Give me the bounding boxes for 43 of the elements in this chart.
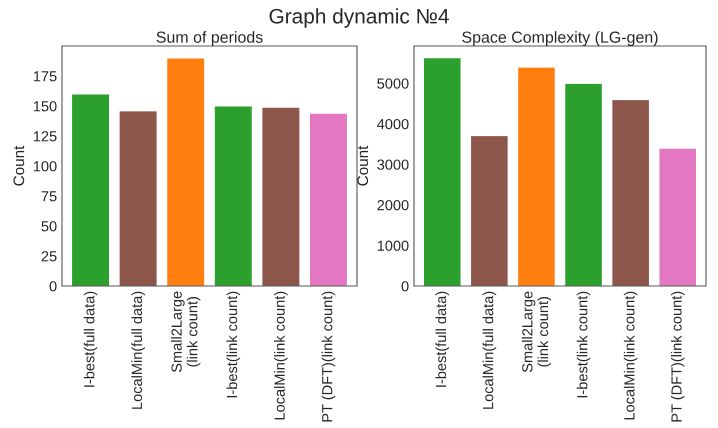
y-tick-label: 3000 (377, 159, 409, 170)
y-tick-label: 25 (42, 251, 57, 262)
y-tick-label: 75 (42, 191, 57, 202)
y-tick-label: 0 (50, 281, 57, 292)
x-tick-label: I-best(link count) (226, 292, 240, 398)
x-tick-label: LocalMin(link count) (274, 292, 288, 420)
x-tick-label: Small2Large (link count) (522, 292, 552, 372)
chart-title: Sum of periods (156, 31, 263, 46)
x-tick-label: PT (DFT)(link count) (322, 292, 336, 422)
chart-title: Space Complexity (LG-gen) (462, 31, 658, 46)
y-tick-label: 5000 (377, 78, 409, 89)
y-tick-label: 150 (34, 101, 57, 112)
y-tick-label: 125 (34, 131, 57, 142)
bar (70, 93, 110, 286)
bar (261, 106, 300, 286)
x-tick-label: LocalMin(full data) (131, 292, 145, 409)
x-tick-label: PT (DFT)(link count) (670, 292, 685, 422)
y-tick-label: 4000 (377, 118, 409, 130)
text: Graph dynamic №4 (270, 8, 449, 28)
x-tick-label: Small2Large (link count) (171, 292, 200, 372)
y-tick-label: 175 (34, 71, 57, 82)
bar (214, 105, 253, 286)
bar (564, 82, 603, 286)
x-tick-label: LocalMin(link count) (624, 292, 638, 420)
y-tick-label: 0 (402, 281, 409, 292)
y-tick-label: 2000 (377, 200, 409, 210)
bar (517, 66, 556, 286)
bar (470, 135, 509, 286)
y-tick-label: 100 (34, 161, 57, 172)
bar (118, 110, 158, 286)
y-axis-title: Count (13, 146, 24, 186)
x-tick-label: I-best(full data) (84, 292, 98, 387)
bar (422, 57, 462, 286)
y-tick-label: 1000 (378, 240, 409, 251)
bar (611, 98, 650, 286)
bar (308, 112, 348, 286)
bar (166, 57, 206, 286)
y-tick-label: 50 (42, 221, 57, 232)
bar (658, 148, 698, 286)
y-axis-title: Count (357, 146, 368, 186)
x-tick-label: I-best(link count) (576, 292, 590, 398)
x-tick-label: LocalMin(full data) (482, 292, 496, 409)
x-tick-label: I-best(full data) (435, 292, 450, 387)
